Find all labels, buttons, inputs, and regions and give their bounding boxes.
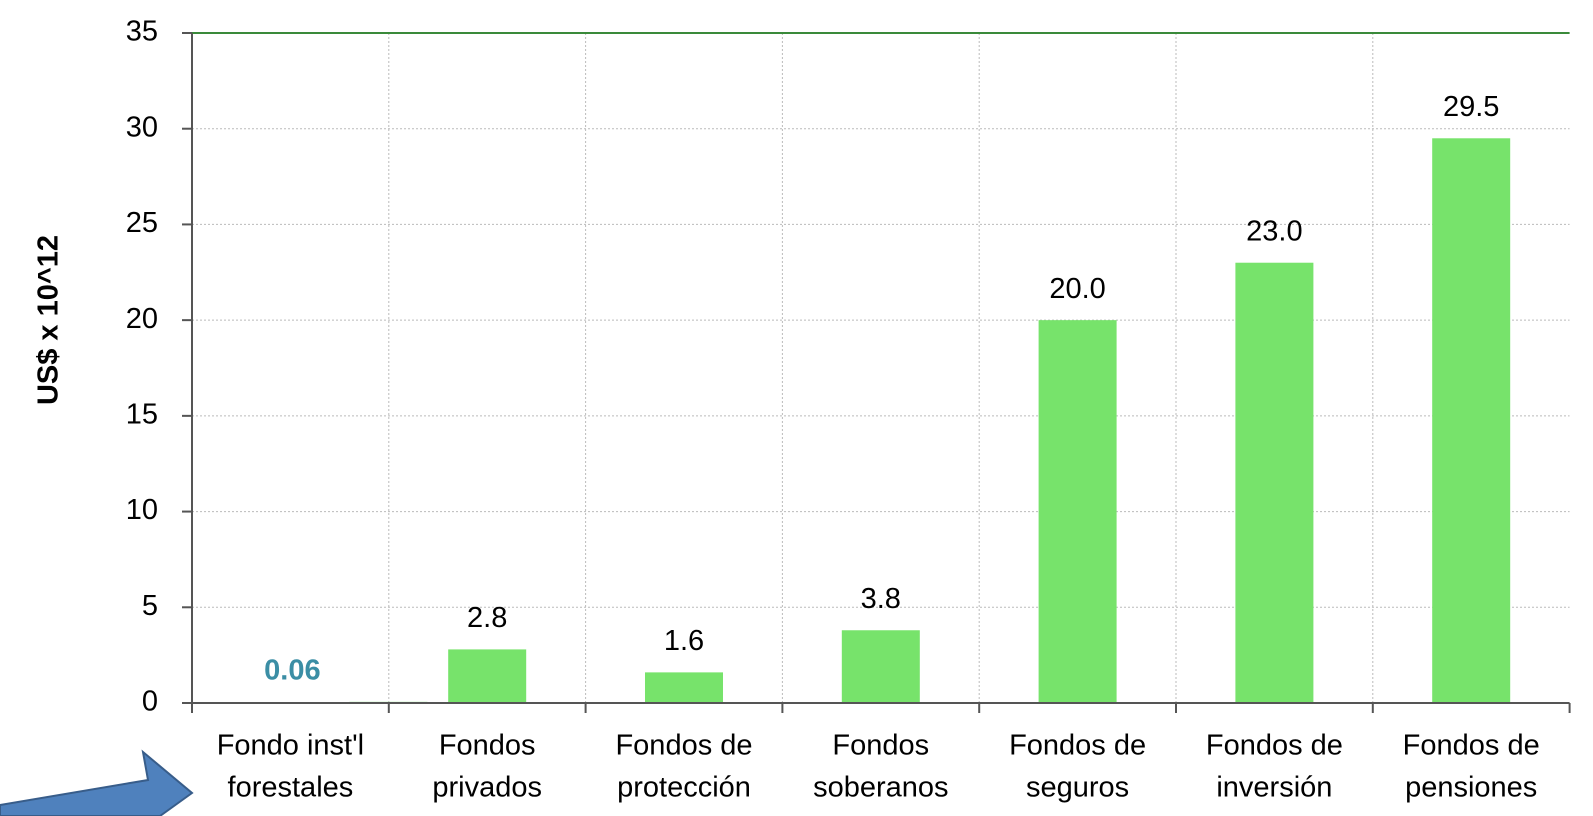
x-tick-label: Fondo inst'l — [217, 730, 364, 762]
y-axis-label: US$ x 10^12 — [33, 235, 65, 405]
x-tick-label: Fondos de — [1206, 730, 1343, 762]
x-tick-label: Fondos de — [1403, 730, 1540, 762]
x-tick-label: inversión — [1216, 772, 1332, 804]
bar — [448, 649, 527, 703]
bar — [1432, 138, 1511, 704]
x-tick-label: Fondos — [832, 730, 929, 762]
data-label: 2.8 — [467, 602, 507, 634]
bar — [841, 630, 920, 703]
x-tick-label: pensiones — [1405, 772, 1537, 804]
y-tick-label: 10 — [126, 494, 158, 526]
x-tick-label: privados — [432, 772, 542, 804]
y-tick-label: 35 — [126, 16, 158, 48]
x-tick-label: seguros — [1026, 772, 1129, 804]
x-tick-label: protección — [617, 772, 751, 804]
x-tick-label: Fondos de — [615, 730, 752, 762]
y-tick-label: 0 — [142, 686, 158, 718]
x-tick-label: soberanos — [813, 772, 948, 804]
x-tick-label: Fondos de — [1009, 730, 1146, 762]
y-tick-label: 5 — [142, 590, 158, 622]
data-label: 0.06 — [264, 655, 320, 687]
data-label: 23.0 — [1246, 215, 1302, 247]
x-tick-label: forestales — [228, 772, 354, 804]
data-label: 1.6 — [664, 625, 704, 657]
data-label: 20.0 — [1049, 273, 1105, 305]
x-tick-label: Fondos — [439, 730, 536, 762]
bar — [1038, 320, 1117, 703]
y-tick-label: 15 — [126, 399, 158, 431]
y-tick-label: 20 — [126, 303, 158, 335]
y-tick-label: 30 — [126, 111, 158, 143]
bar — [1235, 262, 1314, 703]
y-tick-label: 25 — [126, 207, 158, 239]
data-label: 3.8 — [861, 583, 901, 615]
bar — [645, 672, 723, 703]
pointer-arrow — [0, 749, 194, 816]
data-label: 29.5 — [1443, 91, 1499, 123]
